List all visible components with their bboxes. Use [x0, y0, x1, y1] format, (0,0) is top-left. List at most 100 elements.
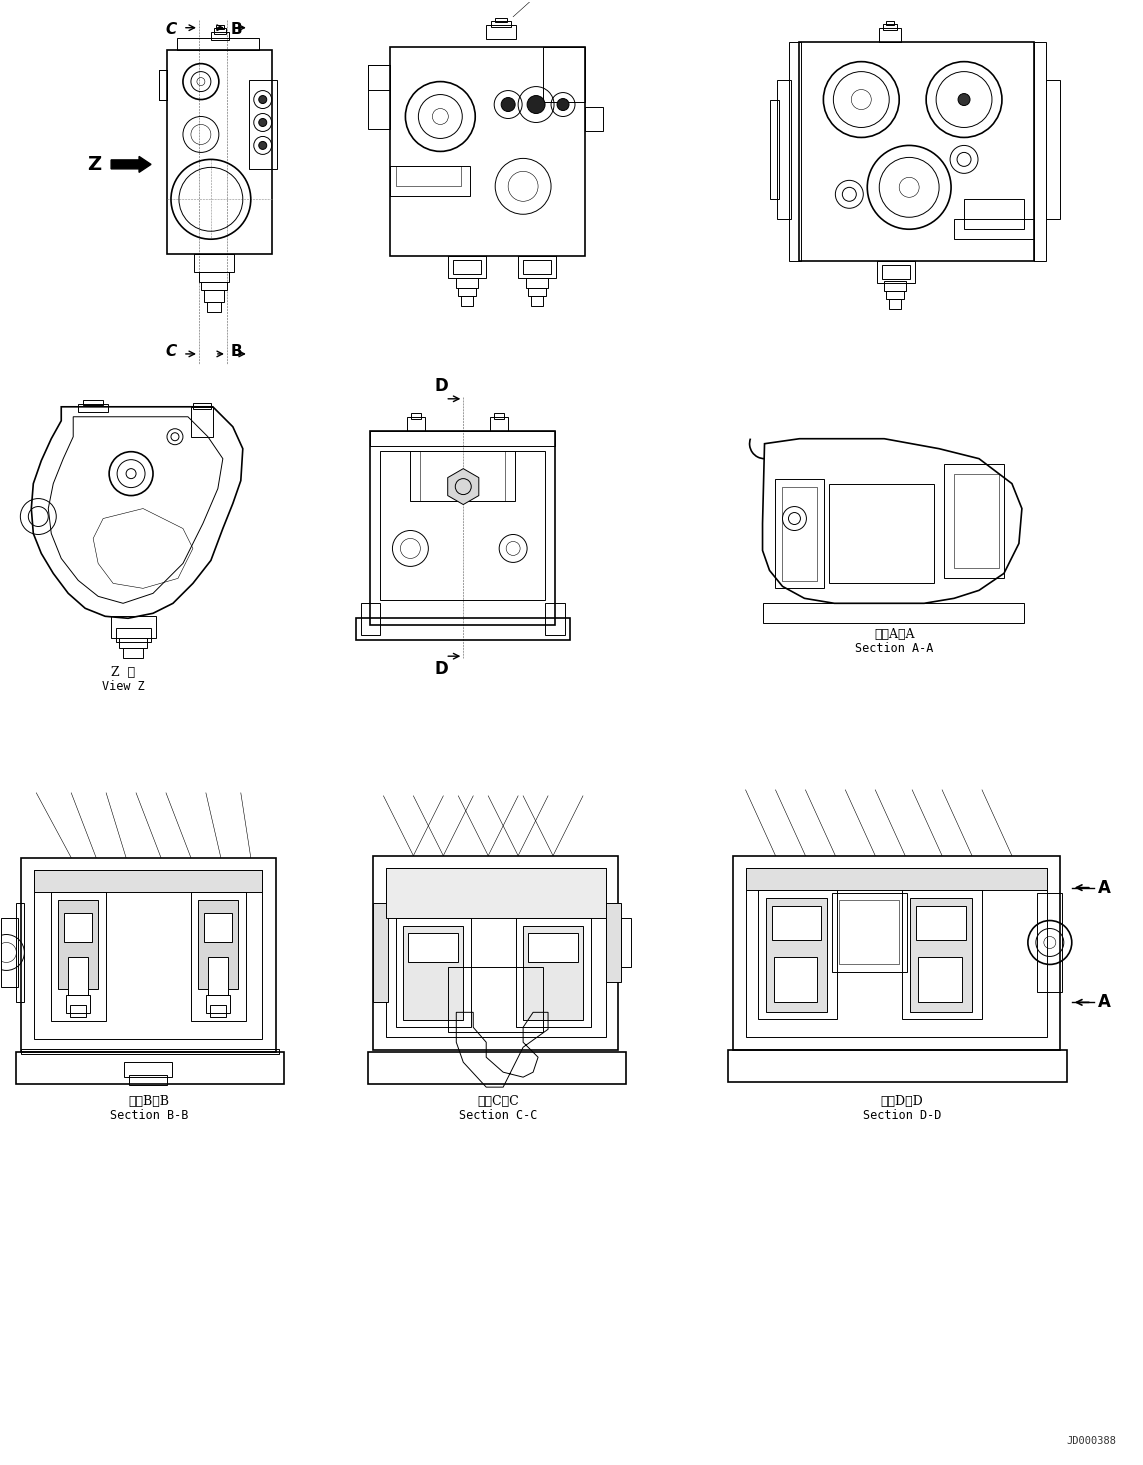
Text: C: C [166, 22, 177, 37]
Bar [886, 21, 894, 25]
Bar [411, 413, 422, 419]
Bar [884, 23, 897, 29]
Bar [159, 70, 167, 100]
Circle shape [501, 98, 515, 111]
Bar [944, 463, 1004, 579]
Text: 断面A－A: 断面A－A [874, 628, 914, 642]
Bar [206, 995, 230, 1014]
Bar [1034, 41, 1046, 261]
Bar [194, 253, 234, 272]
Text: View Z: View Z [102, 680, 144, 693]
Bar [203, 290, 224, 302]
Bar [954, 473, 999, 568]
Text: D: D [434, 377, 448, 396]
Circle shape [958, 94, 970, 105]
Bar [839, 900, 900, 964]
Bar [889, 299, 901, 309]
Bar [886, 292, 904, 299]
Bar [458, 289, 477, 296]
Bar [370, 431, 555, 445]
Bar [214, 28, 226, 34]
Text: Section B-B: Section B-B [110, 1109, 189, 1122]
Bar [964, 199, 1024, 229]
Bar [494, 413, 504, 419]
Bar [129, 1075, 167, 1086]
Bar [360, 604, 381, 636]
Bar [216, 25, 224, 29]
Bar [495, 18, 507, 22]
Circle shape [258, 119, 266, 126]
Bar [448, 256, 486, 278]
Bar [16, 1052, 283, 1084]
Bar [526, 278, 547, 289]
Text: A: A [1097, 993, 1111, 1011]
Bar [531, 296, 543, 306]
Bar [486, 25, 517, 38]
Circle shape [557, 98, 569, 110]
Bar [177, 38, 258, 50]
Bar [374, 856, 618, 1050]
Text: 断面C－C: 断面C－C [478, 1096, 519, 1108]
Bar [454, 261, 481, 274]
Bar [585, 107, 602, 132]
Bar [58, 900, 98, 989]
Bar [70, 1005, 86, 1017]
Polygon shape [448, 469, 479, 504]
Bar [201, 283, 226, 290]
Bar [191, 407, 213, 437]
Bar [728, 1050, 1066, 1083]
Bar [386, 867, 606, 917]
Bar [766, 898, 828, 1012]
Bar [374, 902, 389, 1002]
Bar [769, 100, 780, 199]
Bar [733, 856, 1060, 1050]
Bar [882, 265, 910, 280]
Text: Z  視: Z 視 [111, 667, 135, 680]
Bar [123, 648, 143, 658]
Bar [210, 32, 229, 40]
Bar [954, 220, 1034, 239]
Bar [772, 905, 822, 941]
Bar [456, 278, 478, 289]
Bar [83, 400, 103, 404]
Bar [117, 628, 151, 642]
Bar [421, 451, 505, 501]
Text: Section D-D: Section D-D [863, 1109, 942, 1122]
Bar [34, 870, 262, 1039]
Bar [621, 917, 631, 967]
Bar [208, 958, 227, 995]
Text: JD000388: JD000388 [1066, 1436, 1117, 1446]
Bar [51, 892, 106, 1021]
Bar [397, 167, 462, 186]
Bar [397, 917, 471, 1027]
Bar [34, 870, 262, 892]
Bar [66, 995, 90, 1014]
Text: B: B [231, 22, 242, 37]
Bar [830, 483, 934, 583]
Bar [370, 431, 555, 626]
Bar [762, 604, 1024, 623]
Bar [832, 892, 908, 973]
Bar [879, 28, 901, 41]
Bar [16, 902, 24, 1002]
Text: B: B [231, 344, 242, 359]
Bar [386, 867, 606, 1037]
Bar [790, 41, 801, 261]
Bar [523, 261, 551, 274]
Bar [159, 70, 167, 100]
Text: Section C-C: Section C-C [459, 1109, 537, 1122]
FancyArrow shape [111, 157, 151, 173]
Bar [69, 958, 88, 995]
Bar [191, 892, 246, 1021]
Bar [1046, 79, 1060, 220]
Bar [528, 289, 546, 296]
Text: A: A [1097, 879, 1111, 897]
Bar [745, 867, 1047, 1037]
Bar [408, 933, 458, 963]
Bar [207, 302, 221, 312]
Bar [517, 917, 591, 1027]
Bar [758, 889, 838, 1020]
Bar [543, 47, 585, 101]
Bar [490, 416, 509, 431]
Bar [491, 21, 511, 26]
